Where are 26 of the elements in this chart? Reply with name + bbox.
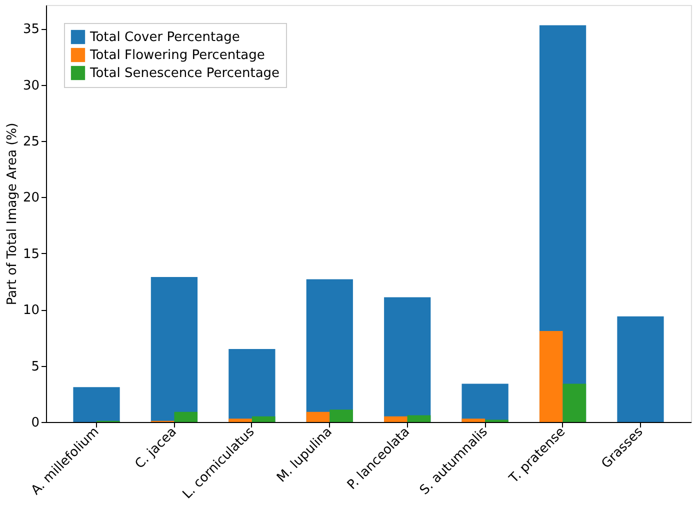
bar <box>462 384 508 422</box>
legend-label: Total Cover Percentage <box>89 30 240 45</box>
bar <box>462 418 486 422</box>
bar <box>407 415 431 422</box>
bar <box>330 410 353 422</box>
bar <box>150 277 198 422</box>
bar <box>384 416 408 422</box>
y-axis-title: Part of Total Image Area (%) <box>4 122 20 306</box>
y-tick-label: 35 <box>22 22 40 38</box>
bar <box>73 387 120 422</box>
bar <box>306 412 330 422</box>
bar <box>539 330 563 422</box>
y-tick-label: 10 <box>22 303 40 318</box>
bar <box>228 418 252 422</box>
y-tick-label: 30 <box>22 78 40 94</box>
legend-label: Total Flowering Percentage <box>89 48 265 63</box>
bar <box>562 384 586 422</box>
y-tick-label: 15 <box>22 246 40 262</box>
bar <box>174 412 198 422</box>
bar <box>617 316 664 422</box>
bar <box>252 416 276 422</box>
y-tick-label: 20 <box>22 190 40 206</box>
legend-label: Total Senescence Percentage <box>89 66 280 81</box>
y-tick-label: 5 <box>31 359 40 374</box>
y-tick-label: 25 <box>22 134 40 150</box>
y-tick-label: 0 <box>31 416 40 430</box>
